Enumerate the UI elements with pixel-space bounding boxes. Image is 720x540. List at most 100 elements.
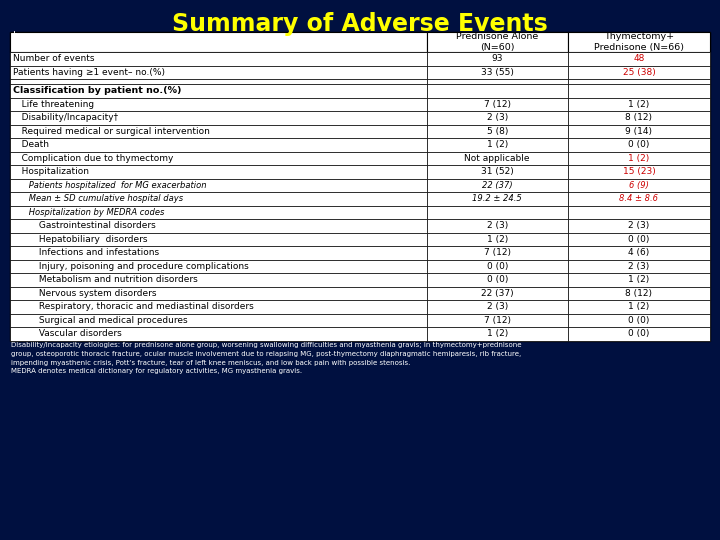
Text: Thymectomy+
Prednisone (N=66): Thymectomy+ Prednisone (N=66) [594,32,684,52]
Bar [10,314,426,327]
Bar [568,152,710,165]
Text: Patients hospitalized  for MG exacerbation: Patients hospitalized for MG exacerbatio… [13,181,207,190]
Text: Classification by patient no.(%): Classification by patient no.(%) [13,86,181,95]
Bar [10,138,426,152]
Bar [426,52,568,65]
Text: 8 (12): 8 (12) [626,289,652,298]
Bar [568,327,710,341]
Text: Patients having ≥1 event– no.(%): Patients having ≥1 event– no.(%) [13,68,165,77]
Text: MEDRA denotes medical dictionary for regulatory activities, MG myasthenia gravis: MEDRA denotes medical dictionary for reg… [11,368,302,374]
Bar [10,111,426,125]
Text: 1 (2): 1 (2) [487,329,508,338]
Bar [10,260,426,273]
Text: 8.4 ± 8.6: 8.4 ± 8.6 [619,194,659,203]
Text: 2 (3): 2 (3) [487,302,508,311]
Bar [426,219,568,233]
Text: Complication due to thymectomy: Complication due to thymectomy [13,154,174,163]
Bar [10,192,426,206]
Bar [10,179,426,192]
Text: Summary of Adverse Events: Summary of Adverse Events [172,12,548,36]
Text: Death: Death [13,140,49,149]
Text: Number of events: Number of events [13,54,94,63]
Text: impending myasthenic crisis, Pott’s fracture, tear of left knee meniscus, and lo: impending myasthenic crisis, Pott’s frac… [11,360,410,366]
Text: 93: 93 [492,54,503,63]
Bar [10,65,426,79]
Bar [426,179,568,192]
Bar [426,79,568,84]
Text: Required medical or surgical intervention: Required medical or surgical interventio… [13,127,210,136]
Text: Hepatobiliary  disorders: Hepatobiliary disorders [13,235,148,244]
Bar [426,165,568,179]
Bar [568,287,710,300]
Text: 2 (3): 2 (3) [487,221,508,230]
Bar [10,233,426,246]
Bar [10,219,426,233]
Text: Metabolism and nutrition disorders: Metabolism and nutrition disorders [13,275,198,284]
Bar [568,98,710,111]
Text: Hospitalization by MEDRA codes: Hospitalization by MEDRA codes [13,208,164,217]
Text: 19.2 ± 24.5: 19.2 ± 24.5 [472,194,522,203]
Text: 0 (0): 0 (0) [629,316,649,325]
Bar [568,314,710,327]
Bar [426,314,568,327]
Bar [568,206,710,219]
Text: 7 (12): 7 (12) [484,248,510,257]
Text: Nervous system disorders: Nervous system disorders [13,289,156,298]
Bar [426,125,568,138]
Bar [10,84,426,98]
Text: 22 (37): 22 (37) [481,289,513,298]
Text: 1 (2): 1 (2) [487,140,508,149]
Bar [426,233,568,246]
Bar [426,206,568,219]
Bar [10,300,426,314]
Text: 6 (9): 6 (9) [629,181,649,190]
Text: 2 (3): 2 (3) [629,262,649,271]
Text: Prednisone Alone
(N=60): Prednisone Alone (N=60) [456,32,539,52]
Bar [568,111,710,125]
Bar [426,84,568,98]
Text: 9 (14): 9 (14) [626,127,652,136]
Text: 1 (2): 1 (2) [629,302,649,311]
Text: group, osteoporotic thoracic fracture, ocular muscle involvement due to relapsin: group, osteoporotic thoracic fracture, o… [11,351,521,357]
Text: 1 (2): 1 (2) [629,275,649,284]
Text: 1 (2): 1 (2) [629,100,649,109]
Bar [10,98,426,111]
Bar [426,246,568,260]
Text: Disability/Incapacity†: Disability/Incapacity† [13,113,118,122]
Bar [568,273,710,287]
Text: †: † [12,30,17,40]
Text: 25 (38): 25 (38) [623,68,655,77]
Bar [10,206,426,219]
Bar [426,111,568,125]
Bar [426,98,568,111]
Bar [568,52,710,65]
Bar [568,79,710,84]
Bar [426,287,568,300]
Text: 4 (6): 4 (6) [629,248,649,257]
Bar [10,32,710,341]
Text: Infections and infestations: Infections and infestations [13,248,159,257]
Bar [10,246,426,260]
Bar [568,246,710,260]
Bar [426,300,568,314]
Bar [568,192,710,206]
Text: 0 (0): 0 (0) [487,275,508,284]
Text: Respiratory, thoracic and mediastinal disorders: Respiratory, thoracic and mediastinal di… [13,302,253,311]
Bar [568,260,710,273]
Text: Gastrointestinal disorders: Gastrointestinal disorders [13,221,156,230]
Bar [426,273,568,287]
Bar [568,179,710,192]
Bar [10,165,426,179]
Text: Not applicable: Not applicable [464,154,530,163]
Bar [568,84,710,98]
Bar [568,125,710,138]
Bar [426,327,568,341]
Bar [10,287,426,300]
Bar [10,32,426,52]
Text: 0 (0): 0 (0) [487,262,508,271]
Bar [426,192,568,206]
Bar [568,138,710,152]
Text: 1 (2): 1 (2) [629,154,649,163]
Text: 31 (52): 31 (52) [481,167,513,176]
Text: 7 (12): 7 (12) [484,100,510,109]
